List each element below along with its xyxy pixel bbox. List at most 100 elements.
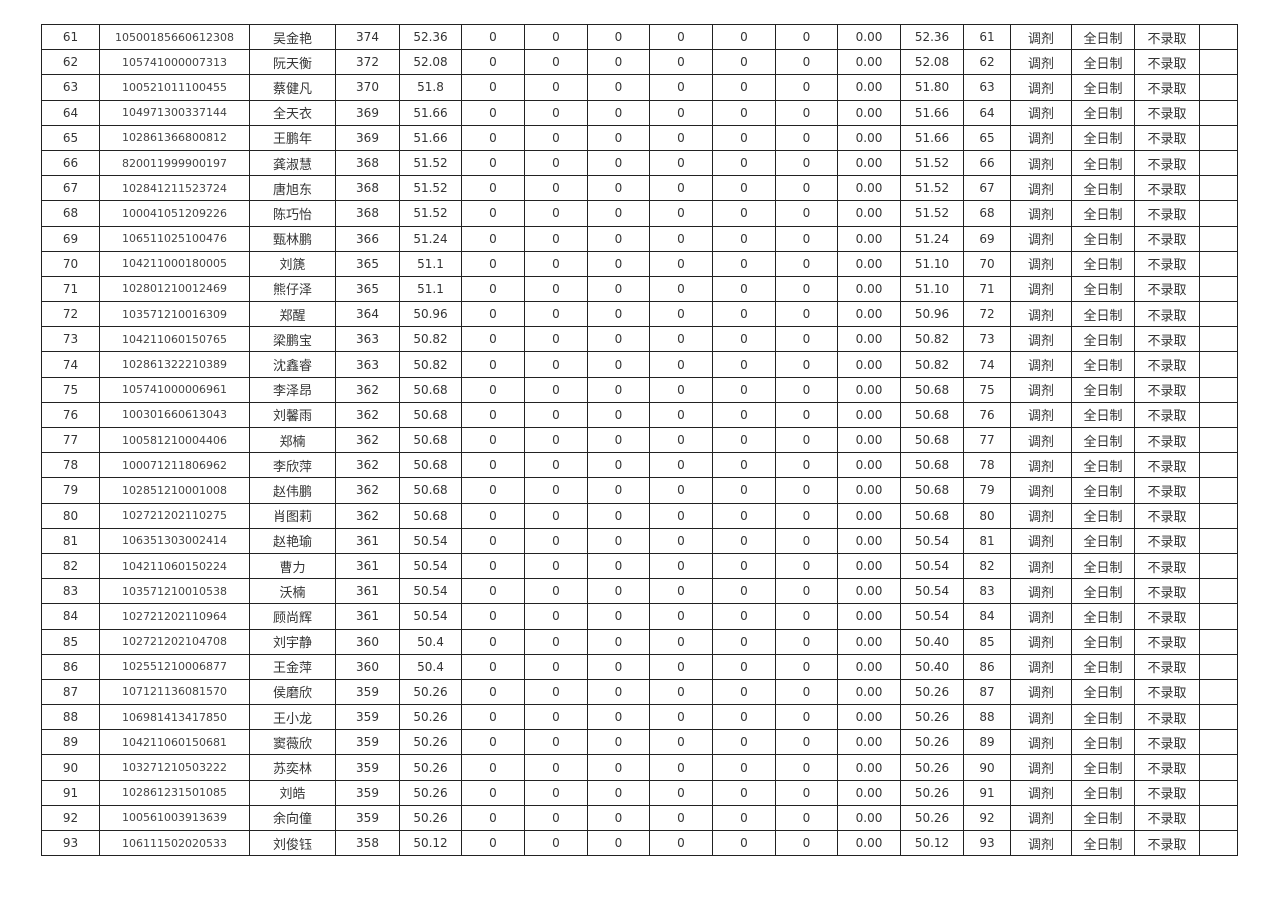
study-mode-cell: 全日制 (1071, 74, 1135, 101)
name-cell: 刘皓 (249, 779, 336, 806)
seq-cell: 77 (41, 426, 100, 454)
table-row: 88 106981413417850 王小龙 359 50.26 0 0 0 0 0 0 0.00 50… (41, 704, 1238, 731)
score-cell: 0 (775, 301, 838, 328)
retest-score-cell: 0.00 (837, 552, 901, 580)
score-cell: 0 (587, 779, 650, 806)
score-cell: 0 (524, 452, 588, 479)
score-cell: 0 (461, 452, 525, 479)
total-score-cell: 50.54 (900, 552, 964, 580)
score-cell: 0 (649, 326, 713, 353)
score-cell: 0 (524, 175, 588, 202)
score-cell: 0 (775, 376, 838, 403)
initial-score-cell: 368 (335, 200, 400, 227)
candidate-id-cell: 100301660613043 (99, 401, 250, 429)
name-cell: 郑醒 (249, 301, 336, 328)
score-cell: 0 (587, 628, 650, 655)
table-body: 61 10500185660612308 吴金艳 374 52.36 0 0 0 0 0 0 0.00… (41, 23, 1238, 857)
score-cell: 0 (775, 326, 838, 353)
study-mode-cell: 全日制 (1071, 99, 1135, 126)
admission-type-cell: 调剂 (1010, 829, 1072, 857)
name-cell: 王鹏年 (249, 124, 336, 151)
total-score-cell: 51.80 (900, 74, 964, 101)
score-cell: 0 (649, 754, 713, 781)
rank-cell: 69 (963, 225, 1011, 252)
total-score-cell: 50.68 (900, 452, 964, 479)
total-score-cell: 51.24 (900, 225, 964, 252)
score-cell: 0 (587, 351, 650, 378)
score-cell: 0 (649, 74, 713, 101)
score-cell: 0 (587, 74, 650, 101)
score-cell: 0 (649, 502, 713, 529)
name-cell: 郑楠 (249, 426, 336, 454)
total-score-cell: 51.66 (900, 124, 964, 151)
score-cell: 0 (587, 678, 650, 706)
name-cell: 窦薇欣 (249, 729, 336, 756)
study-mode-cell: 全日制 (1071, 502, 1135, 529)
candidate-id-cell: 103571210010538 (99, 578, 250, 605)
seq-cell: 75 (41, 376, 100, 403)
score-cell: 0 (524, 275, 588, 303)
admission-type-cell: 调剂 (1010, 175, 1072, 202)
score-cell: 0 (461, 326, 525, 353)
score-cell: 0 (712, 149, 776, 177)
initial-score-cell: 358 (335, 829, 400, 857)
seq-cell: 74 (41, 351, 100, 378)
initial-weighted-cell: 50.96 (399, 301, 462, 328)
initial-score-cell: 365 (335, 275, 400, 303)
retest-score-cell: 0.00 (837, 628, 901, 655)
rank-cell: 66 (963, 149, 1011, 177)
initial-score-cell: 362 (335, 477, 400, 504)
result-cell: 不录取 (1134, 704, 1200, 731)
retest-score-cell: 0.00 (837, 200, 901, 227)
score-cell: 0 (712, 301, 776, 328)
rank-cell: 74 (963, 351, 1011, 378)
score-cell: 0 (649, 653, 713, 680)
admission-type-cell: 调剂 (1010, 729, 1072, 756)
score-cell: 0 (649, 99, 713, 126)
score-cell: 0 (524, 804, 588, 832)
retest-score-cell: 0.00 (837, 502, 901, 529)
score-cell: 0 (587, 275, 650, 303)
retest-score-cell: 0.00 (837, 225, 901, 252)
study-mode-cell: 全日制 (1071, 401, 1135, 429)
score-cell: 0 (649, 527, 713, 554)
score-cell: 0 (461, 527, 525, 554)
name-cell: 王小龙 (249, 704, 336, 731)
result-cell: 不录取 (1134, 502, 1200, 529)
result-cell: 不录取 (1134, 754, 1200, 781)
table-row: 80 102721202110275 肖图莉 362 50.68 0 0 0 0 0 0 0.00 50… (41, 502, 1238, 529)
initial-weighted-cell: 50.68 (399, 376, 462, 403)
table-row: 87 107121136081570 侯磨欣 359 50.26 0 0 0 0 0 0 0.00 50… (41, 678, 1238, 706)
score-cell: 0 (587, 99, 650, 126)
admission-type-cell: 调剂 (1010, 326, 1072, 353)
result-cell: 不录取 (1134, 149, 1200, 177)
study-mode-cell: 全日制 (1071, 804, 1135, 832)
seq-cell: 62 (41, 49, 100, 76)
candidate-id-cell: 105741000007313 (99, 49, 250, 76)
score-cell: 0 (524, 99, 588, 126)
score-cell: 0 (775, 351, 838, 378)
retest-score-cell: 0.00 (837, 275, 901, 303)
name-cell: 蔡健凡 (249, 74, 336, 101)
score-cell: 0 (649, 578, 713, 605)
admission-type-cell: 调剂 (1010, 200, 1072, 227)
seq-cell: 70 (41, 250, 100, 277)
remark-cell (1199, 49, 1238, 76)
score-cell: 0 (524, 653, 588, 680)
result-cell: 不录取 (1134, 200, 1200, 227)
score-cell: 0 (775, 49, 838, 76)
remark-cell (1199, 401, 1238, 429)
study-mode-cell: 全日制 (1071, 376, 1135, 403)
score-cell: 0 (461, 477, 525, 504)
score-cell: 0 (524, 779, 588, 806)
remark-cell (1199, 23, 1238, 51)
admission-type-cell: 调剂 (1010, 552, 1072, 580)
study-mode-cell: 全日制 (1071, 250, 1135, 277)
score-cell: 0 (775, 779, 838, 806)
score-cell: 0 (712, 578, 776, 605)
table-row: 85 102721202104708 刘宇静 360 50.4 0 0 0 0 0 0 0.00 50.… (41, 628, 1238, 655)
retest-score-cell: 0.00 (837, 678, 901, 706)
name-cell: 梁鹏宝 (249, 326, 336, 353)
initial-weighted-cell: 50.26 (399, 729, 462, 756)
score-cell: 0 (775, 74, 838, 101)
